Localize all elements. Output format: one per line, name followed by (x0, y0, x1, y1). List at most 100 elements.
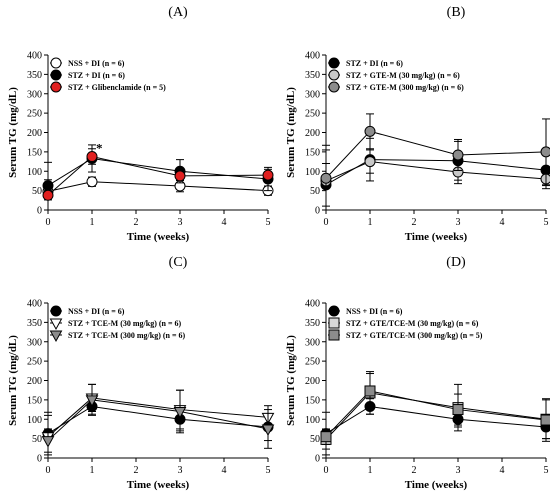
panel-label: (B) (447, 5, 466, 20)
x-tick-label: 2 (412, 465, 417, 476)
data-point (173, 407, 187, 419)
x-tick-label: 4 (222, 465, 227, 476)
y-tick-label: 250 (27, 109, 42, 120)
series-line (325, 159, 547, 186)
data-point (262, 169, 274, 181)
series-line (47, 399, 269, 441)
data-point (452, 149, 464, 161)
legend-label: NSS + DI (n = 6) (68, 59, 125, 68)
x-tick-label: 4 (222, 217, 227, 228)
y-tick-label: 300 (27, 89, 42, 100)
legend: NSS + DI (n = 6) STZ + TCE-M (30 mg/kg) (… (49, 305, 186, 343)
y-tick-label: 250 (27, 357, 42, 368)
x-tick-label: 3 (178, 217, 183, 228)
data-point (174, 170, 186, 182)
data-point (42, 180, 54, 192)
y-tick-label: 0 (315, 454, 320, 465)
series-2 (320, 149, 550, 211)
x-tick-label: 5 (266, 465, 271, 476)
y-tick-label: 300 (305, 89, 320, 100)
series-line (325, 161, 547, 182)
data-point (86, 176, 98, 188)
y-tick-label: 150 (305, 147, 320, 158)
legend-label: STZ + GTE/TCE-M (30 mg/kg) (n = 6) (346, 319, 479, 328)
data-point (41, 436, 55, 448)
data-point (42, 189, 54, 201)
legend-marker (328, 81, 340, 93)
legend-marker (50, 69, 62, 81)
x-tick-label: 5 (544, 217, 549, 228)
y-tick-label: 100 (305, 167, 320, 178)
y-tick-label: 400 (27, 51, 42, 62)
legend-label: STZ + GTE-M (30 mg/kg) (n = 6) (346, 71, 460, 80)
x-tick-label: 3 (456, 217, 461, 228)
x-tick-label: 1 (368, 465, 373, 476)
y-tick-label: 100 (305, 415, 320, 426)
y-tick-label: 200 (305, 376, 320, 387)
series-line (47, 397, 269, 438)
x-tick-label: 0 (324, 465, 329, 476)
legend-marker (50, 57, 62, 69)
series-3 (320, 373, 550, 445)
series-line (47, 181, 269, 192)
x-tick-label: 0 (46, 217, 51, 228)
x-tick-label: 5 (266, 217, 271, 228)
y-axis-label: Serum TG (mg/dL) (7, 335, 19, 426)
data-point (320, 172, 332, 184)
x-tick-label: 2 (412, 217, 417, 228)
data-point (261, 424, 275, 436)
y-tick-label: 200 (305, 128, 320, 139)
series-3 (41, 383, 275, 453)
legend: STZ + DI (n = 6) STZ + GTE-M (30 mg/kg) (… (328, 57, 464, 93)
legend-marker (328, 69, 340, 81)
y-tick-label: 350 (305, 318, 320, 329)
legend-marker (50, 305, 62, 317)
legend-label: NSS + DI (n = 6) (68, 307, 125, 316)
y-tick-label: 50 (32, 186, 42, 197)
chart-panel-3: (C) 0 50 100 150 200 250 300 350 400 0 1 2 3 4 5 Time (w… (7, 255, 275, 491)
legend-marker (328, 317, 340, 329)
data-point (540, 414, 550, 426)
data-point (540, 146, 550, 158)
legend-label: STZ + TCE-M (30 mg/kg) (n = 6) (68, 319, 182, 328)
chart-panel-2: (B) 0 50 100 150 200 250 300 350 400 0 1 2 3 4 5 Time (w… (285, 5, 550, 243)
y-tick-label: 0 (315, 206, 320, 217)
x-tick-label: 4 (500, 217, 505, 228)
series-line (325, 405, 547, 435)
x-tick-label: 3 (178, 465, 183, 476)
y-tick-label: 250 (305, 109, 320, 120)
y-tick-label: 250 (305, 357, 320, 368)
legend-label: NSS + DI (n = 6) (346, 307, 403, 316)
x-tick-label: 1 (368, 217, 373, 228)
y-tick-label: 300 (305, 337, 320, 348)
legend-label: STZ + Glibenclamide (n = 5) (68, 83, 166, 92)
x-tick-label: 4 (500, 465, 505, 476)
data-point (364, 125, 376, 137)
legend-marker (328, 57, 340, 69)
legend-label: STZ + GTE/TCE-M (300 mg/kg) (n = 5) (346, 331, 483, 340)
y-tick-label: 400 (27, 299, 42, 310)
x-tick-label: 0 (324, 217, 329, 228)
y-tick-label: 0 (37, 454, 42, 465)
legend: NSS + DI (n = 6) STZ + GTE/TCE-M (30 mg/k… (328, 305, 483, 341)
legend-marker (328, 305, 340, 317)
x-tick-label: 5 (544, 465, 549, 476)
y-axis-label: Serum TG (mg/dL) (285, 335, 297, 426)
legend-marker (49, 318, 63, 331)
y-tick-label: 200 (27, 128, 42, 139)
y-tick-label: 50 (310, 186, 320, 197)
y-tick-label: 100 (27, 167, 42, 178)
y-tick-label: 150 (27, 395, 42, 406)
significance-marker: * (96, 141, 103, 156)
chart-panel-1: (A) 0 50 100 150 200 250 300 350 400 0 1 2 3 4 5 Time (w… (7, 5, 274, 243)
y-tick-label: 50 (32, 434, 42, 445)
legend-label: STZ + GTE-M (300 mg/kg) (n = 6) (346, 83, 464, 92)
series-line (325, 130, 547, 179)
legend-label: STZ + TCE-M (300 mg/kg) (n = 6) (68, 331, 186, 340)
y-tick-label: 300 (27, 337, 42, 348)
y-axis-label: Serum TG (mg/dL) (285, 87, 297, 178)
data-point (320, 431, 332, 443)
x-tick-label: 0 (46, 465, 51, 476)
chart-panel-4: (D) 0 50 100 150 200 250 300 350 400 0 1 2 3 4 5 Time (w… (285, 255, 550, 491)
